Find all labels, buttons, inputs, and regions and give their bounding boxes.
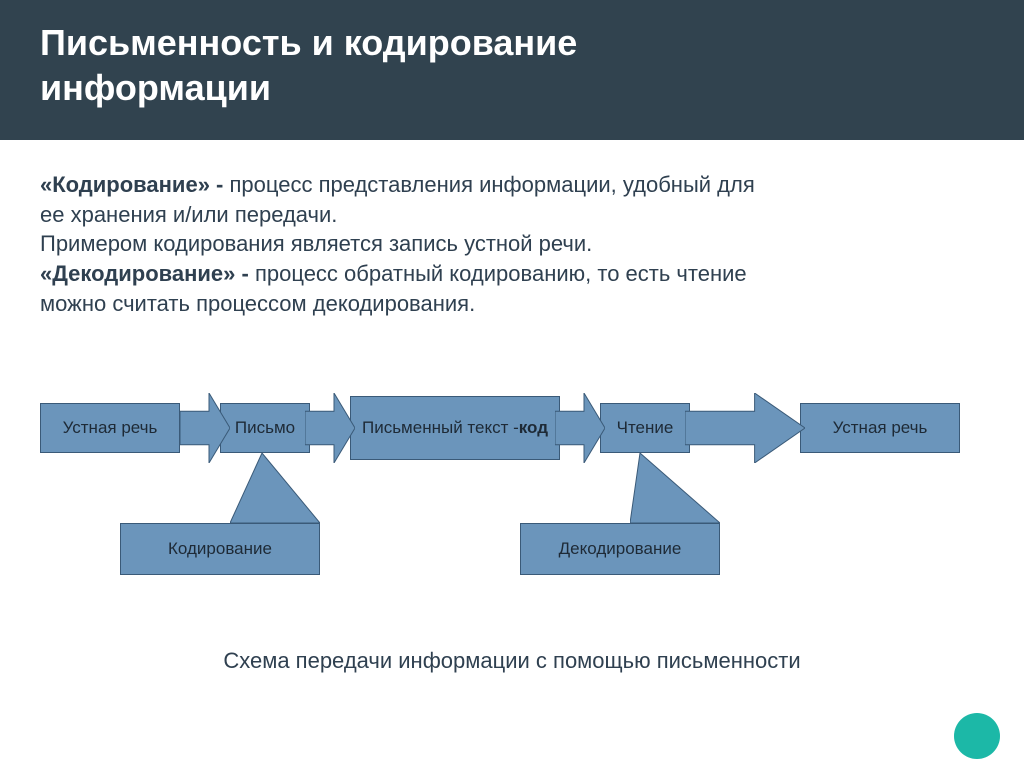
- slide-content: «Кодирование» - процесс представления ин…: [0, 140, 1024, 674]
- callout-coding: Кодирование: [120, 523, 320, 575]
- flow-box: Письменный текст -код: [350, 396, 560, 460]
- arrow-right-icon: [180, 393, 230, 463]
- callout-pointer: [630, 453, 720, 529]
- definitions-block: «Кодирование» - процесс представления ин…: [40, 170, 984, 318]
- slide-title: Письменность и кодирование информации: [40, 20, 984, 110]
- callout-decoding: Декодирование: [520, 523, 720, 575]
- diagram-caption: Схема передачи информации с помощью пись…: [40, 648, 984, 674]
- coding-example: Примером кодирования является запись уст…: [40, 229, 984, 259]
- def-coding-a: процесс представления информации, удобны…: [223, 172, 754, 197]
- callout-pointer: [230, 453, 320, 529]
- def-coding-b: ее хранения и/или передачи.: [40, 200, 984, 230]
- title-line-2: информации: [40, 67, 271, 108]
- arrow-right-icon: [555, 393, 605, 463]
- flow-box: Чтение: [600, 403, 690, 453]
- flow-box: Устная речь: [40, 403, 180, 453]
- title-line-1: Письменность и кодирование: [40, 22, 577, 63]
- flow-box: Письмо: [220, 403, 310, 453]
- flow-box: Устная речь: [800, 403, 960, 453]
- term-coding: «Кодирование» -: [40, 172, 223, 197]
- slide-header: Письменность и кодирование информации: [0, 0, 1024, 140]
- def-decoding-a: процесс обратный кодированию, то есть чт…: [249, 261, 747, 286]
- flowchart-diagram: Устная речь Письмо Письменный текст -код Чт…: [40, 363, 984, 613]
- def-decoding-b: можно считать процессом декодирования.: [40, 289, 984, 319]
- accent-circle: [954, 713, 1000, 759]
- term-decoding: «Декодирование» -: [40, 261, 249, 286]
